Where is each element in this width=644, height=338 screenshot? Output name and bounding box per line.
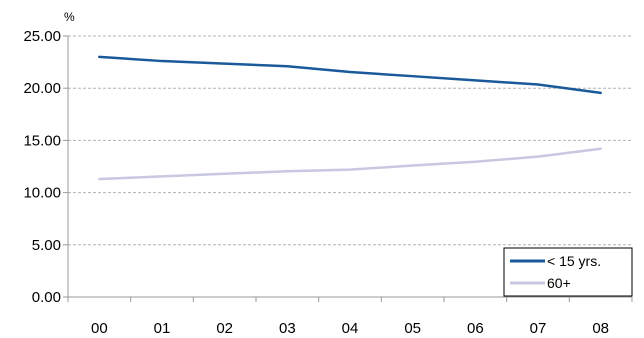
legend-box	[503, 247, 633, 297]
y-tick-labels: 0.00 5.00 10.00 15.00 20.00 25.00	[23, 28, 61, 306]
y-tick-label: 10.00	[23, 185, 61, 202]
series-line-under-15	[98, 55, 602, 95]
y-axis-unit-label: %	[64, 10, 75, 24]
axes	[67, 36, 632, 298]
y-tick-label: 20.00	[23, 80, 61, 97]
y-tick-label: 25.00	[23, 28, 61, 45]
y-tick-label: 5.00	[32, 237, 61, 254]
x-tick-label: 07	[530, 320, 547, 337]
series-line-60-plus	[98, 147, 602, 181]
x-tick-label: 00	[91, 320, 108, 337]
x-tick-label: 02	[216, 320, 233, 337]
x-tick-label: 01	[154, 320, 171, 337]
x-tick-label: 05	[404, 320, 421, 337]
series-lines	[98, 55, 602, 181]
y-tick-label: 15.00	[23, 132, 61, 149]
y-tick-label: 0.00	[32, 289, 61, 306]
x-tick-labels: 00 01 02 03 04 05 06 07 08	[91, 320, 609, 337]
legend-label-60-plus: 60+	[547, 275, 571, 291]
legend: < 15 yrs. 60+	[503, 247, 633, 297]
x-tick-label: 08	[592, 320, 609, 337]
x-tick-label: 03	[279, 320, 296, 337]
legend-label-under-15: < 15 yrs.	[547, 253, 601, 269]
gridlines	[63, 35, 633, 302]
x-tick-label: 06	[467, 320, 484, 337]
x-tick-label: 04	[342, 320, 359, 337]
